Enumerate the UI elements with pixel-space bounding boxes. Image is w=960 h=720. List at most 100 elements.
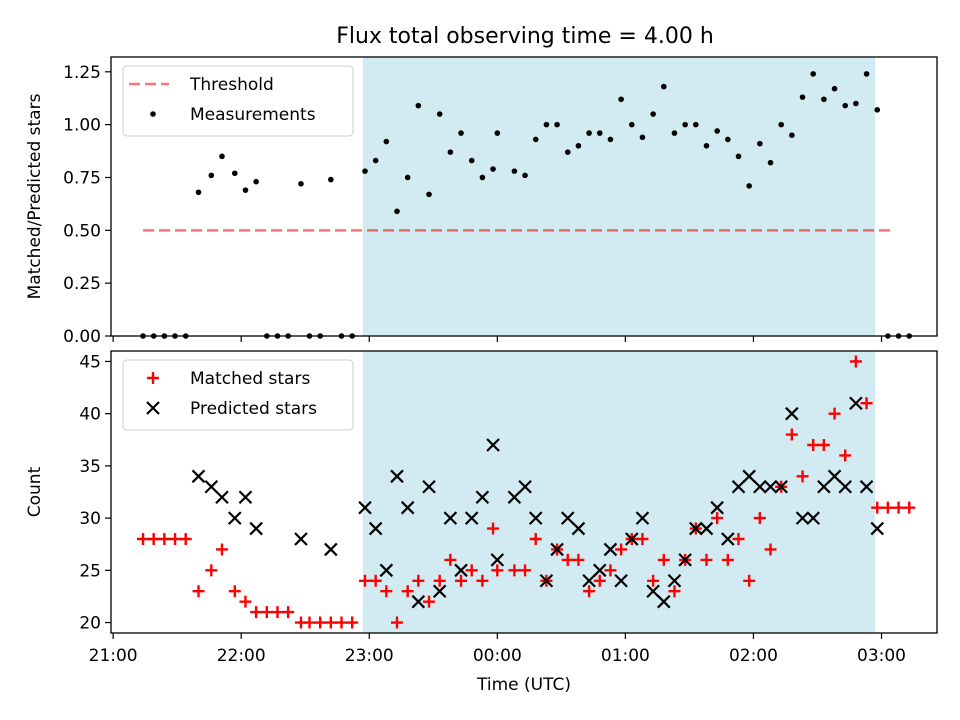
predicted-star-point: [560, 511, 575, 525]
matched-star-point: [764, 543, 777, 556]
measurement-point: [564, 149, 571, 155]
predicted-star-point: [358, 500, 372, 515]
matched-star-point: [147, 533, 160, 545]
measurement-point: [253, 178, 259, 185]
x-tick-label: 00:00: [473, 646, 522, 666]
y-tick-label: 40: [79, 405, 101, 425]
measurement-point: [757, 140, 763, 147]
measurement-point: [195, 189, 202, 196]
predicted-star-point: [486, 438, 500, 452]
predicted-star-point: [603, 542, 618, 557]
matched-star-point: [358, 574, 371, 587]
measurement-point: [426, 191, 432, 198]
legend-label: Measurements: [190, 105, 316, 125]
matched-star-point: [903, 501, 916, 514]
predicted-star-point: [490, 553, 505, 567]
predicted-star-point: [432, 584, 447, 598]
y-tick-label: 35: [79, 457, 101, 477]
measurement-point: [404, 174, 411, 181]
x-tick-label: 21:00: [89, 646, 138, 666]
matched-star-point: [271, 606, 284, 619]
measurement-point: [436, 111, 443, 117]
matched-star-point: [335, 616, 348, 629]
measurement-point: [831, 85, 838, 92]
y-tick-label: 25: [79, 561, 101, 581]
matched-star-point: [192, 585, 205, 598]
y-tick-label: 0.50: [63, 221, 101, 241]
measurement-point: [661, 83, 667, 90]
x-tick-label: 01:00: [601, 646, 650, 666]
measurement-point: [458, 130, 464, 136]
matched-star-point: [205, 564, 218, 577]
measurement-point: [799, 94, 806, 100]
predicted-star-point: [795, 511, 810, 525]
chart-title: Flux total observing time = 4.00 h: [336, 24, 714, 49]
matched-star-point: [455, 574, 468, 587]
predicted-star-point: [507, 490, 522, 504]
top-panel: 0.00 0.25 0.50 0.75 1.00 1.25 Matched/Predicte…: [25, 56, 938, 347]
predicted-star-point: [699, 521, 714, 536]
measurement-point: [650, 111, 656, 117]
predicted-star-point: [400, 500, 415, 515]
legend-measurement-swatch: [150, 111, 156, 117]
y-tick-label: 1.00: [63, 116, 101, 136]
predicted-star-point: [422, 480, 436, 494]
matched-star-point: [487, 522, 500, 535]
predicted-star-point: [614, 574, 628, 588]
matched-star-point: [860, 397, 873, 410]
matched-star-point: [721, 553, 734, 566]
matched-star-point: [657, 553, 670, 566]
legend-predicted-swatch: [146, 401, 160, 415]
measurement-point: [693, 121, 699, 128]
measurement-point: [863, 71, 870, 77]
measurement-point: [362, 168, 368, 174]
matched-star-point: [250, 606, 263, 619]
predicted-star-point: [763, 480, 778, 494]
matched-star-point: [839, 449, 852, 462]
matched-star-point: [346, 616, 359, 629]
predicted-star-point: [215, 490, 229, 504]
y-tick-label: 0.00: [63, 327, 101, 347]
predicted-star-point: [443, 511, 458, 525]
measurement-point: [789, 132, 795, 139]
measurement-point: [639, 134, 646, 141]
matched-star-point: [324, 616, 337, 629]
matched-star-point: [892, 501, 905, 514]
predicted-star-point: [571, 521, 586, 536]
matched-star-point: [282, 606, 295, 619]
matched-star-point: [572, 553, 585, 566]
y-tick-label: 1.25: [63, 63, 101, 83]
predicted-star-point: [518, 480, 532, 494]
measurement-point: [479, 174, 486, 181]
y-axis-label: Matched/Predicted stars: [25, 93, 45, 299]
predicted-star-point: [379, 563, 394, 578]
matched-star-point: [711, 512, 724, 525]
measurement-point: [703, 142, 710, 149]
matched-star-point: [700, 553, 713, 566]
measurement-point: [821, 96, 827, 103]
matched-star-point: [228, 585, 241, 598]
matched-star-point: [871, 501, 884, 514]
matched-star-point: [491, 564, 504, 577]
predicted-star-point: [806, 511, 820, 525]
axes-frame: [110, 350, 938, 634]
predicted-star-point: [625, 532, 639, 546]
observing-window-shade: [362, 57, 876, 336]
matched-star-point: [137, 533, 150, 545]
y-tick-label: 0.75: [63, 168, 101, 188]
matched-star-point: [785, 428, 798, 441]
observing-window-shade: [362, 351, 876, 633]
matched-star-point: [476, 574, 489, 587]
measurement-point: [298, 181, 304, 187]
predicted-star-point: [294, 532, 308, 546]
predicted-star-point: [238, 490, 253, 504]
predicted-star-point: [204, 480, 219, 494]
matched-star-point: [647, 574, 660, 587]
predicted-star-point: [191, 469, 206, 484]
measurement-point: [746, 183, 752, 189]
predicted-star-point: [859, 480, 874, 494]
measurement-point: [735, 153, 742, 160]
predicted-star-point: [827, 469, 842, 484]
matched-star-point: [239, 595, 252, 608]
measurement-point: [231, 170, 238, 177]
